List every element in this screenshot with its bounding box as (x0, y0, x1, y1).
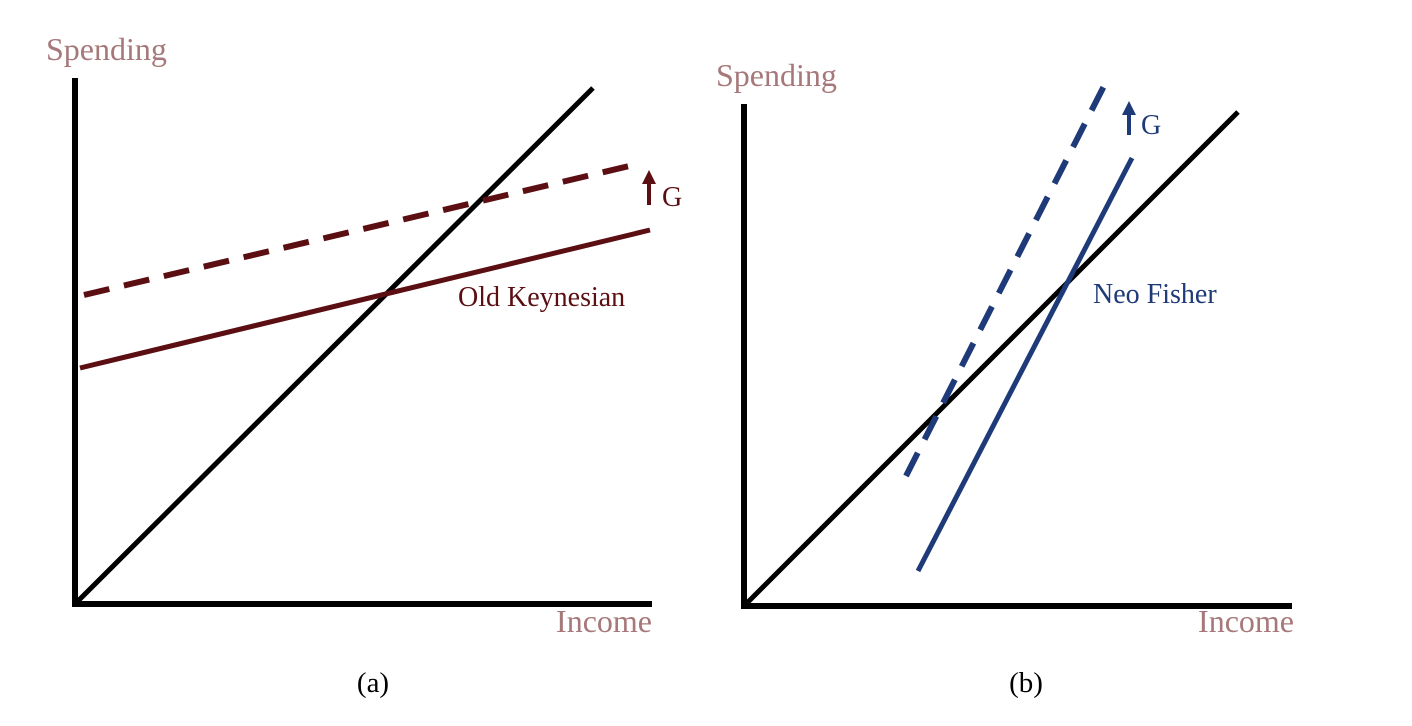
shifted-spending-curve (83, 160, 643, 298)
panel-caption: (b) (1009, 667, 1043, 699)
y-axis-label: Spending (46, 31, 167, 67)
panel-a: Spending Income Old Keynesian G (a) (46, 31, 682, 699)
curve-label: Neo Fisher (1093, 279, 1217, 310)
y-axis-label: Spending (716, 57, 837, 93)
x-axis-label: Income (1198, 603, 1294, 639)
x-axis-label: Income (556, 603, 652, 639)
g-shift-arrow (642, 170, 656, 205)
shift-label: G (662, 182, 682, 213)
forty-five-degree-line (742, 110, 1240, 608)
shift-label: G (1141, 110, 1161, 141)
spending-curve (915, 156, 1135, 573)
curve-label: Old Keynesian (458, 282, 625, 313)
forty-five-degree-line (73, 86, 595, 606)
spending-curve (79, 227, 651, 371)
g-shift-arrow (1122, 101, 1136, 135)
panel-b: Spending Income Neo Fisher G (b) (716, 57, 1294, 699)
shifted-spending-curve (903, 78, 1110, 478)
panel-caption: (a) (357, 667, 389, 699)
